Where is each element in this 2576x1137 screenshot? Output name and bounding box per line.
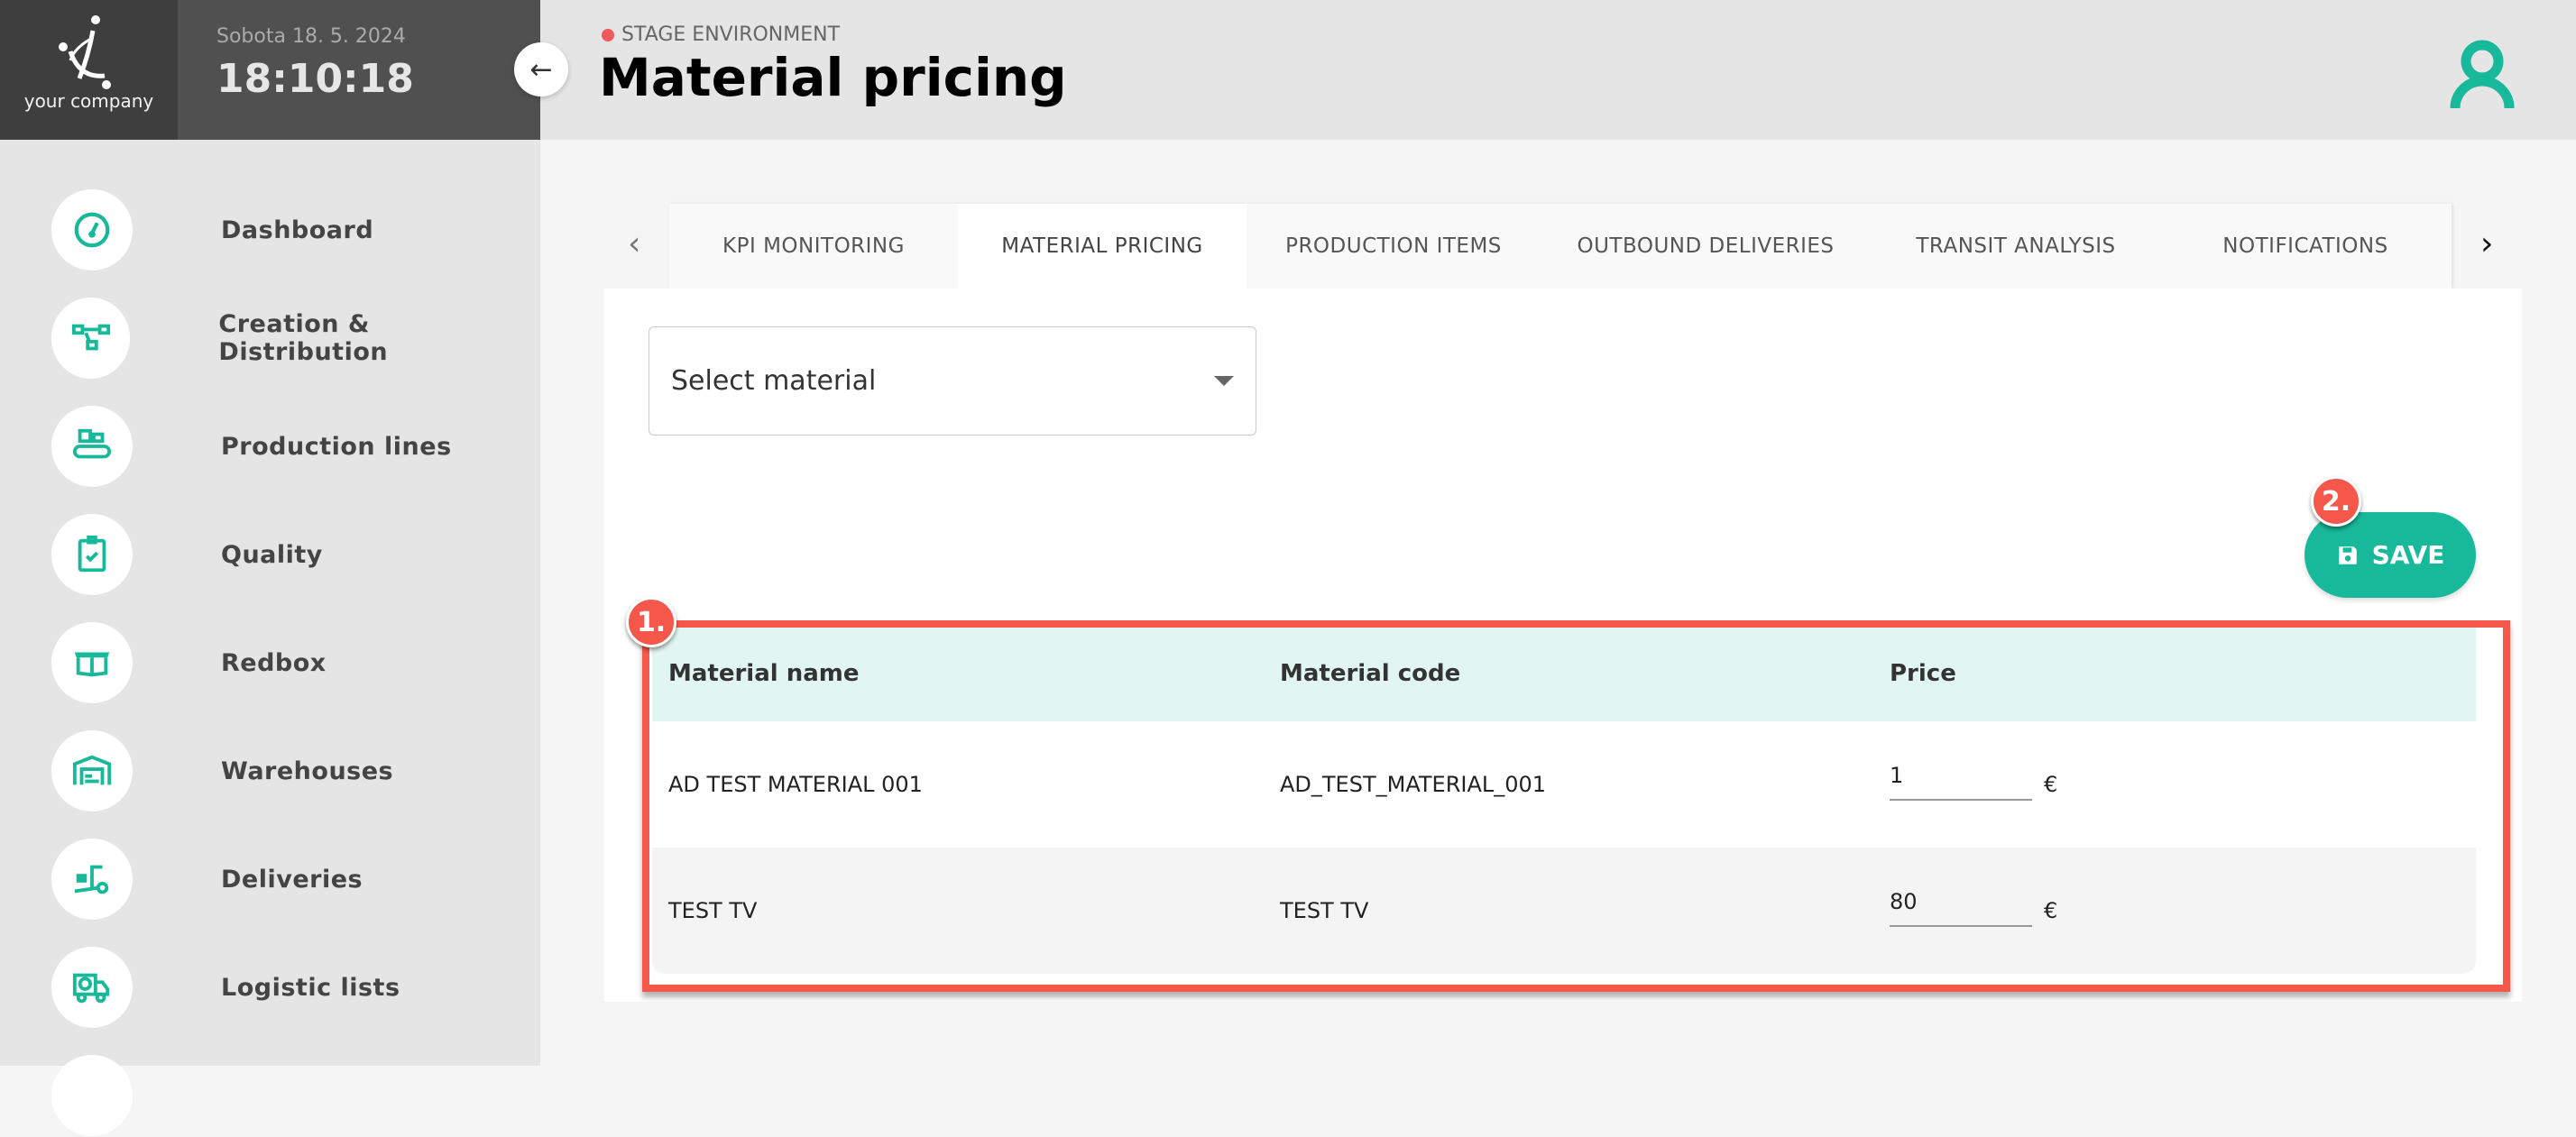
sidebar-item-redbox[interactable]: Redbox xyxy=(51,621,538,704)
status-dot-icon xyxy=(602,28,614,41)
header-material-name: Material name xyxy=(668,660,860,687)
sidebar-item-label: Logistic lists xyxy=(221,973,400,1002)
warehouse-icon xyxy=(72,755,112,785)
sidebar-item-creation-distribution[interactable]: Creation & Distribution xyxy=(51,297,538,380)
material-code: AD_TEST_MATERIAL_001 xyxy=(1280,772,1547,797)
material-code: TEST TV xyxy=(1280,898,1369,923)
sidebar-item-label: Redbox xyxy=(221,648,327,677)
header-material-code: Material code xyxy=(1280,660,1461,687)
material-select[interactable]: Select material xyxy=(649,326,1256,436)
arrow-left-icon: ← xyxy=(529,53,553,86)
currency-label: € xyxy=(2044,772,2058,797)
open-box-icon xyxy=(74,652,110,677)
page-title: Material pricing xyxy=(599,47,1067,108)
tab-outbound-deliveries[interactable]: OUTBOUND DELIVERIES xyxy=(1577,234,1835,258)
save-label: SAVE xyxy=(2371,540,2445,570)
current-date: Sobota 18. 5. 2024 xyxy=(216,25,406,48)
material-pricing-table: Material name Material code Price AD TES… xyxy=(652,628,2476,974)
user-icon[interactable] xyxy=(2437,25,2527,115)
price-input[interactable]: 1 xyxy=(1890,763,2032,801)
hand-truck-icon xyxy=(74,865,109,894)
select-placeholder: Select material xyxy=(671,365,877,397)
truck-clock-icon xyxy=(72,973,110,1004)
sidebar: Dashboard Creation & Distribution Produc… xyxy=(0,140,540,1136)
sidebar-item-dashboard[interactable]: Dashboard xyxy=(51,188,538,271)
chevron-right-icon[interactable]: › xyxy=(2480,225,2494,262)
sidebar-item-production-lines[interactable]: Production lines xyxy=(51,405,538,488)
gauge-icon xyxy=(74,212,110,248)
sidebar-item-label: Dashboard xyxy=(221,215,374,244)
environment-label: STAGE ENVIRONMENT xyxy=(602,23,840,46)
sidebar-item-label: Creation & Distribution xyxy=(218,310,389,366)
tab-transit-analysis[interactable]: TRANSIT ANALYSIS xyxy=(1916,234,2116,258)
sidebar-item-label: Deliveries xyxy=(221,865,363,894)
environment-text: STAGE ENVIRONMENT xyxy=(621,23,841,46)
back-button[interactable]: ← xyxy=(514,42,568,96)
chevron-left-icon[interactable]: ‹ xyxy=(628,225,641,262)
clipboard-check-icon xyxy=(78,535,106,573)
flow-icon xyxy=(71,324,110,351)
conveyor-icon xyxy=(72,428,112,459)
annotation-highlight-box xyxy=(642,620,2510,992)
top-header xyxy=(540,0,2576,140)
price-input[interactable]: 80 xyxy=(1890,889,2032,927)
currency-label: € xyxy=(2044,898,2058,923)
sidebar-item-label: Quality xyxy=(221,540,323,569)
tab-production-items[interactable]: PRODUCTION ITEMS xyxy=(1285,234,1502,258)
logo-text: your company xyxy=(23,90,154,112)
sidebar-item-label: Production lines xyxy=(221,432,452,461)
clock-panel: Sobota 18. 5. 2024 18:10:18 xyxy=(178,0,540,140)
header-price: Price xyxy=(1890,660,1956,687)
material-name: TEST TV xyxy=(668,898,758,923)
annotation-badge-1: 1. xyxy=(626,597,676,647)
logo-mark-icon xyxy=(59,15,111,89)
sidebar-item-deliveries[interactable]: Deliveries xyxy=(51,838,538,921)
floppy-disk-icon xyxy=(2338,546,2357,564)
tab-kpi-monitoring[interactable]: KPI MONITORING xyxy=(722,234,905,258)
company-logo[interactable]: your company xyxy=(0,0,178,140)
table-row: TEST TV TEST TV 80 € xyxy=(652,848,2476,974)
annotation-badge-2: 2. xyxy=(2311,476,2361,527)
tab-material-pricing[interactable]: MATERIAL PRICING xyxy=(958,204,1247,289)
sidebar-item-label: Warehouses xyxy=(221,756,394,785)
sidebar-item-logistic-lists[interactable]: Logistic lists xyxy=(51,946,538,1029)
material-name: AD TEST MATERIAL 001 xyxy=(668,772,923,797)
sidebar-item-more[interactable] xyxy=(51,1054,538,1137)
tab-notifications[interactable]: NOTIFICATIONS xyxy=(2222,234,2388,258)
sidebar-item-warehouses[interactable]: Warehouses xyxy=(51,729,538,812)
table-header-row: Material name Material code Price xyxy=(652,628,2476,721)
sidebar-item-quality[interactable]: Quality xyxy=(51,513,538,596)
table-row: AD TEST MATERIAL 001 AD_TEST_MATERIAL_00… xyxy=(652,721,2476,848)
current-time: 18:10:18 xyxy=(216,56,414,102)
dropdown-arrow-icon xyxy=(1214,376,1234,386)
